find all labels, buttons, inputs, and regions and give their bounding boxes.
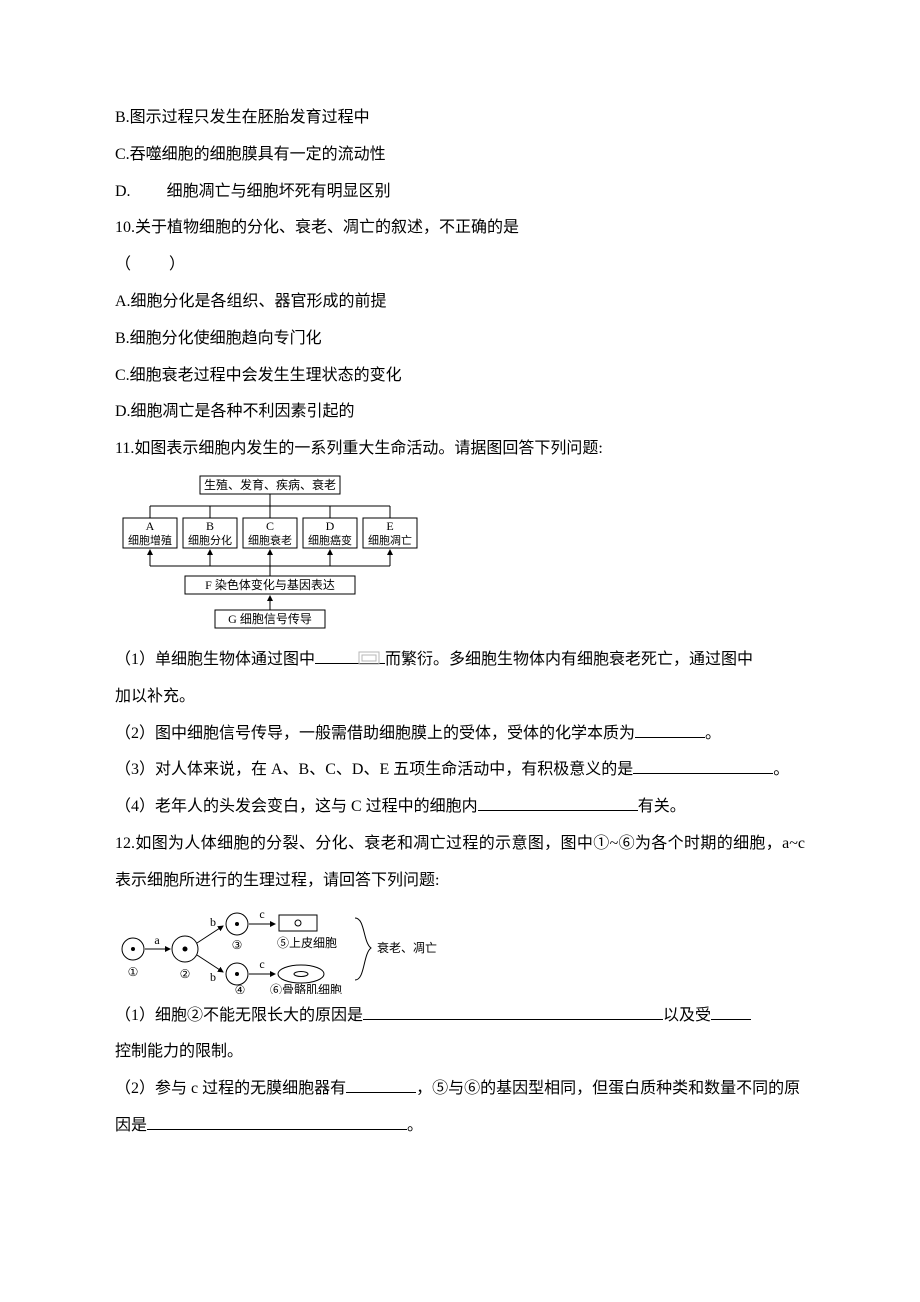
svg-text:D: D: [326, 519, 335, 533]
blank: [315, 648, 385, 664]
q9-option-c: C.吞噬细胞的细胞膜具有一定的流动性: [115, 137, 805, 174]
svg-text:细胞癌变: 细胞癌变: [308, 533, 352, 547]
svg-text:细胞增殖: 细胞增殖: [128, 533, 172, 547]
svg-text:a: a: [154, 933, 160, 947]
q10-option-b: B.细胞分化使细胞趋向专门化: [115, 321, 805, 358]
q11-stem: 11.如图表示细胞内发生的一系列重大生命活动。请据图回答下列问题:: [115, 431, 805, 468]
q9-option-d-text: 细胞凋亡与细胞坏死有明显区别: [167, 183, 391, 200]
q9-option-b: B.图示过程只发生在胚胎发育过程中: [115, 100, 805, 137]
q11-p1: （1）单细胞生物体通过图中而繁衍。多细胞生物体内有细胞衰老死亡，通过图中: [115, 642, 805, 679]
q9-option-d-label: D.: [115, 183, 131, 200]
svg-text:c: c: [259, 907, 264, 921]
q12-stem: 12.如图为人体细胞的分裂、分化、衰老和凋亡过程的示意图，图中①~⑥为各个时期的…: [115, 826, 805, 900]
blank: [478, 795, 638, 811]
q12-diagram: ① a ② b b ③ ④ c c ⑤上皮细胞 ⑥骨骼肌细胞: [115, 904, 805, 994]
q11-p3: （3）对人体来说，在 A、B、C、D、E 五项生命活动中，有积极意义的是。: [115, 752, 805, 789]
d1-top: 生殖、发育、疾病、衰老: [204, 477, 336, 492]
svg-text:衰老、凋亡: 衰老、凋亡: [377, 940, 437, 955]
blank: [363, 1004, 663, 1020]
svg-text:①: ①: [128, 965, 139, 979]
svg-text:b: b: [210, 915, 216, 929]
q11-p4: （4）老年人的头发会变白，这与 C 过程中的细胞内有关。: [115, 789, 805, 826]
svg-text:⑤上皮细胞: ⑤上皮细胞: [277, 936, 337, 950]
svg-text:细胞分化: 细胞分化: [188, 533, 232, 547]
svg-text:b: b: [210, 970, 216, 984]
svg-text:细胞凋亡: 细胞凋亡: [368, 533, 412, 547]
svg-text:②: ②: [180, 967, 191, 981]
q9-option-d: D. 细胞凋亡与细胞坏死有明显区别: [115, 174, 805, 211]
q10-option-d: D.细胞凋亡是各种不利因素引起的: [115, 394, 805, 431]
svg-text:B: B: [206, 519, 214, 533]
q12-p1: （1）细胞②不能无限长大的原因是以及受: [115, 998, 805, 1035]
q12-p1c: 控制能力的限制。: [115, 1034, 805, 1071]
q11-p1c: 加以补充。: [115, 679, 805, 716]
blank: [711, 1004, 751, 1020]
svg-text:E: E: [386, 519, 393, 533]
svg-text:A: A: [146, 519, 155, 533]
q10-stem: 10.关于植物细胞的分化、衰老、凋亡的叙述，不正确的是: [115, 210, 805, 247]
svg-text:③: ③: [232, 938, 243, 952]
svg-text:④: ④: [235, 983, 246, 994]
blank: [635, 722, 705, 738]
svg-text:c: c: [259, 957, 264, 971]
blank: [346, 1077, 416, 1093]
svg-text:细胞衰老: 细胞衰老: [248, 533, 292, 547]
blank: [147, 1114, 407, 1130]
q10-paren: （ ）: [115, 247, 805, 284]
svg-text:⑥骨骼肌细胞: ⑥骨骼肌细胞: [270, 982, 342, 994]
q10-option-a: A.细胞分化是各组织、器官形成的前提: [115, 284, 805, 321]
q10-option-c: C.细胞衰老过程中会发生生理状态的变化: [115, 358, 805, 395]
svg-text:C: C: [266, 519, 274, 533]
q11-diagram: 生殖、发育、疾病、衰老 A 细胞增殖 B 细胞分化 C 细胞衰老 D 细胞癌变 …: [115, 472, 805, 642]
svg-text:G 细胞信号传导: G 细胞信号传导: [228, 611, 312, 626]
q11-p2: （2）图中细胞信号传导，一般需借助细胞膜上的受体，受体的化学本质为。: [115, 716, 805, 753]
blank: [633, 758, 773, 774]
q12-p2: （2）参与 c 过程的无膜细胞器有，⑤与⑥的基因型相同，但蛋白质种类和数量不同的…: [115, 1071, 805, 1145]
svg-text:F 染色体变化与基因表达: F 染色体变化与基因表达: [205, 577, 335, 592]
